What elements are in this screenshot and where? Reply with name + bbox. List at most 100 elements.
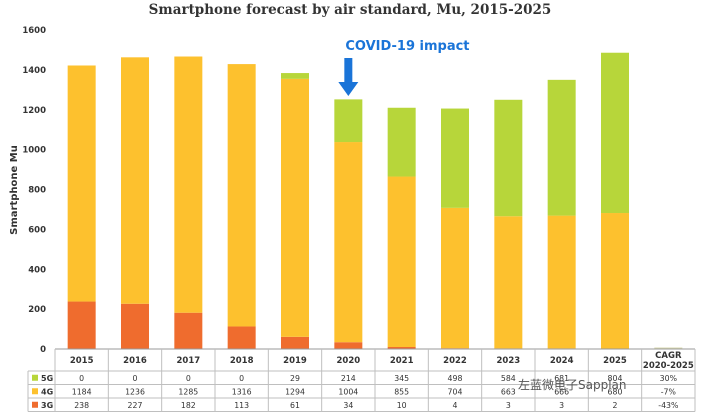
- bar-4g-2025: [601, 213, 629, 349]
- y-tick-label: 1600: [22, 26, 46, 36]
- legend-swatch-5g: [32, 374, 38, 381]
- data-label: 804: [608, 374, 623, 383]
- data-label: 1004: [338, 387, 358, 396]
- y-tick-label: 1400: [22, 66, 46, 76]
- data-label: 34: [343, 401, 353, 410]
- bar-4g-2022: [441, 207, 469, 349]
- data-label: 3: [559, 401, 564, 410]
- cagr-column-marker: [654, 347, 683, 349]
- data-label: 1184: [72, 387, 92, 396]
- bar-3g-2016: [121, 303, 149, 349]
- x-tick-label: 2015: [70, 356, 94, 366]
- bar-5g-2020: [334, 99, 363, 143]
- bar-3g-2018: [227, 326, 256, 349]
- bar-3g-2021: [387, 347, 416, 349]
- y-tick-label: 600: [28, 225, 46, 235]
- bar-4g-2024: [547, 215, 576, 349]
- legend-swatch-3g: [32, 401, 38, 408]
- cagr-header-range: 2020-2025: [643, 361, 694, 371]
- x-tick-label: 2025: [603, 356, 627, 366]
- bar-3g-2019: [281, 336, 309, 349]
- legend-label-4g: 4G: [41, 387, 53, 396]
- watermark-text: 左蓝微电子Sapplan: [518, 377, 627, 392]
- data-label: 4: [453, 401, 458, 410]
- data-label: 238: [74, 401, 89, 410]
- y-tick-label: 800: [28, 186, 46, 196]
- bar-5g-2024: [547, 79, 576, 216]
- covid-annotation: COVID-19 impact: [338, 39, 470, 96]
- bar-5g-2021: [387, 107, 416, 177]
- data-label: 113: [234, 401, 249, 410]
- y-tick-label: 400: [28, 265, 46, 275]
- bar-5g-2025: [601, 52, 629, 214]
- data-label: 680: [608, 387, 623, 396]
- data-label: 0: [133, 374, 138, 383]
- bar-4g-2021: [387, 176, 416, 348]
- bar-4g-2020: [334, 142, 363, 343]
- data-label: 1285: [178, 387, 198, 396]
- bar-3g-2015: [67, 301, 96, 349]
- down-arrow-icon: [338, 58, 359, 96]
- data-label: 704: [448, 387, 463, 396]
- bar-4g-2018: [227, 64, 256, 327]
- bar-4g-2023: [494, 216, 523, 349]
- bar-4g-2019: [281, 78, 309, 337]
- data-label: 61: [290, 401, 300, 410]
- bar-4g-2015: [67, 65, 96, 302]
- data-label: 29: [290, 374, 300, 383]
- cagr-header: CAGR: [655, 351, 682, 361]
- data-label: 182: [181, 401, 196, 410]
- data-label: 0: [239, 374, 244, 383]
- data-label: 1294: [285, 387, 305, 396]
- x-tick-label: 2019: [283, 356, 307, 366]
- cagr-value: -7%: [661, 387, 676, 396]
- data-label: 3: [506, 401, 511, 410]
- bar-3g-2017: [174, 312, 203, 349]
- x-tick-label: 2024: [550, 356, 574, 366]
- data-label: 666: [554, 387, 569, 396]
- legend-label-3g: 3G: [41, 401, 53, 410]
- bar-3g-2020: [334, 342, 363, 349]
- data-label: 681: [554, 374, 569, 383]
- y-tick-label: 1000: [22, 146, 46, 156]
- cagr-value: -43%: [658, 401, 678, 410]
- data-label: 663: [501, 387, 516, 396]
- y-tick-label: 0: [40, 345, 46, 355]
- data-label: 0: [79, 374, 84, 383]
- x-tick-label: 2017: [176, 356, 200, 366]
- x-tick-label: 2020: [336, 356, 360, 366]
- bar-5g-2023: [494, 99, 523, 217]
- y-axis: 0 200 400 600 800 1000 1200 1400 1600: [22, 26, 46, 355]
- data-label: 0: [186, 374, 191, 383]
- y-tick-label: 200: [28, 305, 46, 315]
- x-tick-label: 2022: [443, 356, 467, 366]
- data-table: 2015 2016 2017 2018 2019 2020 2021 2022 2023 2024…: [27, 348, 696, 412]
- bar-5g-2019: [281, 73, 309, 79]
- data-label: 345: [394, 374, 409, 383]
- data-label: 227: [128, 401, 143, 410]
- bars: [67, 52, 683, 350]
- x-tick-label: 2021: [390, 356, 414, 366]
- y-tick-label: 1200: [22, 106, 46, 116]
- x-tick-label: 2023: [496, 356, 520, 366]
- cagr-value: 30%: [660, 374, 677, 383]
- data-label: 10: [397, 401, 407, 410]
- y-axis-label: Smartphone Mu: [9, 145, 20, 235]
- chart-title: Smartphone forecast by air standard, Mu,…: [149, 2, 552, 18]
- data-label: 1316: [232, 387, 252, 396]
- annotation-text: COVID-19 impact: [345, 39, 469, 54]
- data-label: 855: [394, 387, 409, 396]
- x-tick-label: 2016: [123, 356, 147, 366]
- data-label: 2: [613, 401, 618, 410]
- data-label: 584: [501, 374, 516, 383]
- data-label: 498: [448, 374, 463, 383]
- x-tick-label: 2018: [230, 356, 254, 366]
- legend-swatch-4g: [32, 388, 38, 395]
- bar-4g-2016: [121, 57, 149, 304]
- data-label: 1236: [125, 387, 145, 396]
- bar-5g-2022: [441, 108, 469, 208]
- bar-4g-2017: [174, 56, 203, 313]
- data-label: 214: [341, 374, 356, 383]
- legend-label-5g: 5G: [41, 374, 53, 383]
